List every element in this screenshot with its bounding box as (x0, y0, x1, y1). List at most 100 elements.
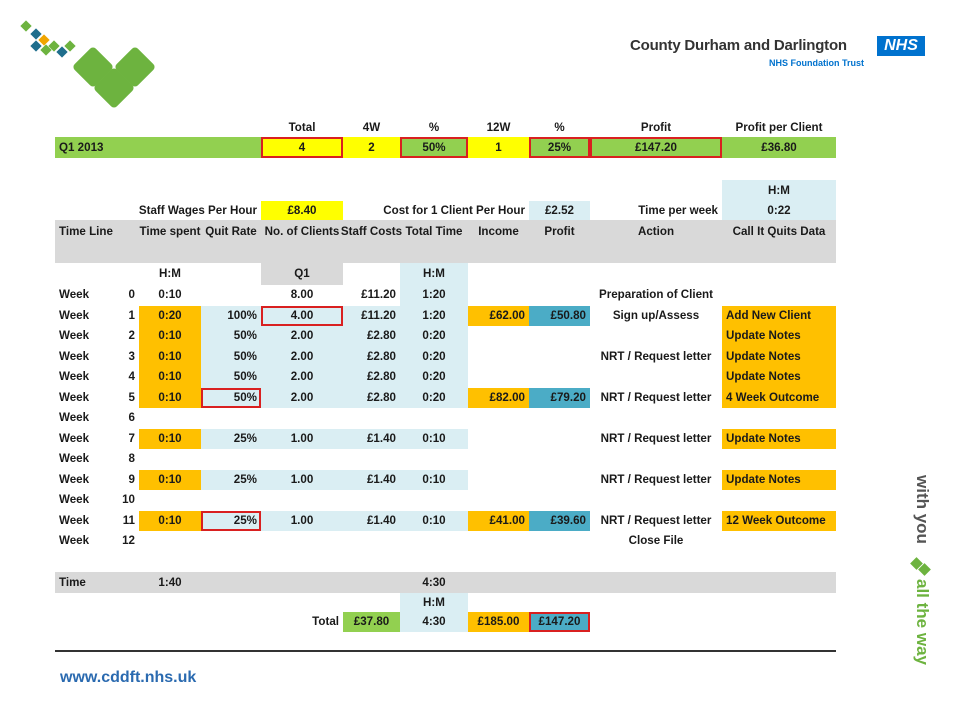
cell-clients: 2.00 (290, 390, 314, 404)
cell-income (468, 449, 529, 470)
cell-clients: 2.00 (290, 370, 314, 384)
cddft-logo-mark (18, 18, 188, 118)
cell-quits-data: 4 Week Outcome (726, 390, 820, 404)
col-header-total-time: Total Time (405, 225, 463, 239)
col-header-income: Income (478, 225, 519, 239)
summary-header-total: Total (288, 120, 316, 134)
col-header-time-line: Time Line (59, 225, 113, 239)
website-link[interactable]: www.cddft.nhs.uk (60, 669, 197, 686)
cell-staff-costs: £11.20 (361, 288, 396, 302)
total-income: £185.00 (477, 615, 520, 629)
cell-time-spent: 0:10 (158, 370, 182, 384)
cell-income (468, 367, 529, 388)
cell-staff-costs (343, 531, 400, 552)
cell-clients: 1.00 (290, 431, 314, 445)
row-4-total-time-bg (400, 367, 468, 388)
summary-pct-12w: 25% (547, 140, 572, 154)
row-5-quits-bg (722, 387, 836, 408)
summary-profit-per-client: £36.80 (761, 140, 797, 154)
subheader-clients-q1: Q1 (294, 267, 310, 281)
cell-profit: £79.20 (550, 390, 586, 404)
cell-income (468, 408, 529, 429)
cell-quits-data: Add New Client (726, 308, 812, 322)
subheader-time-spent-hm: H:M (159, 267, 181, 281)
cell-week-label: Week (59, 534, 90, 548)
summary-header-profit-per-client: Profit per Client (735, 120, 823, 134)
cell-quit-rate (201, 449, 261, 470)
cell-total-time (400, 531, 468, 552)
cell-profit (529, 408, 590, 429)
row-11-rate-band-bg (201, 510, 400, 531)
row-3-quits-bg (722, 346, 836, 367)
total-profit: £147.20 (538, 615, 581, 629)
summary-12w: 1 (495, 140, 502, 154)
cell-staff-costs: £2.80 (366, 329, 396, 343)
tagline-with-you: with you (913, 475, 932, 544)
cost-per-client-label: Cost for 1 Client Per Hour (383, 203, 525, 217)
cell-total-time: 1:20 (422, 308, 446, 322)
tagline: with you all the way (905, 474, 945, 685)
cell-week-label: Week (59, 329, 90, 343)
cell-quit-rate (201, 531, 261, 552)
cell-profit (529, 347, 590, 368)
cell-total-time: 0:20 (422, 390, 446, 404)
cell-profit: £39.60 (550, 513, 586, 527)
cell-total-time: 1:20 (422, 288, 446, 302)
cell-time-spent: 0:10 (158, 349, 182, 363)
cell-quit-rate: 50% (233, 370, 257, 384)
nhs-logo-badge: NHS (877, 36, 925, 56)
cell-profit (529, 285, 590, 306)
col-header-clients: No. of Clients (264, 225, 340, 239)
cell-clients (261, 490, 343, 511)
cost-per-client-value: £2.52 (544, 203, 574, 217)
cell-total-time: 0:10 (422, 431, 446, 445)
col-header-quits-data: Call It Quits Data (732, 225, 826, 239)
row-9-quits-bg (722, 469, 836, 490)
row-3-rate-band-bg (201, 346, 400, 367)
cell-income: £82.00 (489, 390, 525, 404)
cell-profit (529, 367, 590, 388)
cell-profit (529, 470, 590, 491)
cell-action (590, 367, 722, 388)
cell-quits-data: Update Notes (726, 472, 801, 486)
total-time-bg (400, 612, 468, 632)
cell-income: £41.00 (489, 513, 525, 527)
row-1-rate-band-bg (201, 305, 400, 326)
hm-box-bg (722, 180, 836, 220)
cell-staff-costs: £11.20 (361, 308, 396, 322)
summary-header-12w: 12W (486, 120, 511, 134)
cell-quits-data: Update Notes (726, 370, 801, 384)
cell-quit-rate: 25% (233, 472, 257, 486)
cell-clients: 4.00 (290, 308, 314, 322)
cell-staff-costs: £2.80 (366, 349, 396, 363)
cell-action (590, 408, 722, 429)
row-4-quits-bg (722, 367, 836, 388)
cell-clients (261, 408, 343, 429)
hm-footer-bg (400, 593, 468, 612)
cell-week-number: 12 (122, 534, 135, 548)
row-9-total-time-bg (400, 469, 468, 490)
cell-total-time (400, 449, 468, 470)
cell-staff-costs (343, 449, 400, 470)
cell-quits-data (722, 531, 836, 552)
cell-action: NRT / Request letter (600, 431, 712, 445)
cell-quits-data: Update Notes (726, 431, 801, 445)
cell-week-label: Week (59, 390, 90, 404)
cell-quit-rate: 50% (233, 390, 257, 404)
row-7-time-bg (139, 428, 201, 449)
row-5-rate-band-bg (201, 387, 400, 408)
cell-profit: £50.80 (550, 308, 586, 322)
cell-quit-rate (201, 285, 261, 306)
org-subtitle: NHS Foundation Trust (769, 58, 864, 68)
cell-week-number: 7 (128, 431, 135, 445)
cell-action (590, 326, 722, 347)
row-4-time-bg (139, 367, 201, 388)
total-staff-costs: £37.80 (353, 615, 390, 629)
cell-quits-data (722, 490, 836, 511)
bottom-rule (55, 650, 836, 652)
row-5-time-bg (139, 387, 201, 408)
summary-profit: £147.20 (635, 140, 677, 154)
cell-week-number: 10 (122, 493, 135, 507)
cell-total-time: 0:20 (422, 370, 446, 384)
cell-week-number: 0 (128, 288, 135, 302)
